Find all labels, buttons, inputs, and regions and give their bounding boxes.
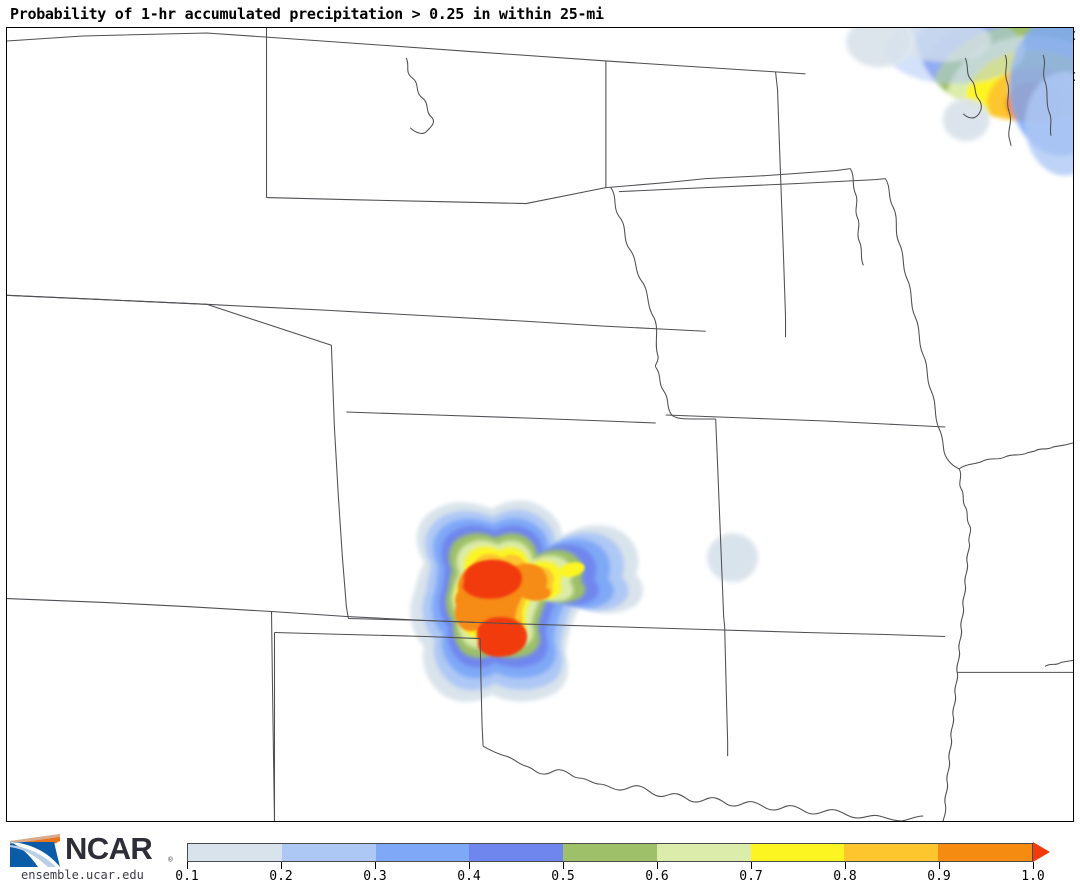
colorbar-tick-3: [469, 862, 471, 869]
page-title: Probability of 1-hr accumulated precipit…: [10, 5, 604, 23]
ncar-logo-text: NCAR: [65, 831, 153, 866]
registered-trademark-icon: ®: [168, 855, 173, 864]
colorbar-tick-label-6: 0.7: [739, 869, 763, 884]
feature-isolated-blob-central: [706, 532, 759, 583]
colorbar-band-5: [656, 844, 751, 861]
colorbar-tick-4: [563, 862, 565, 869]
colorbar-band-7: [844, 844, 939, 861]
feature-primary-maximum-kansas-oklahoma-panhandle: [410, 500, 644, 702]
colorbar-tick-6: [751, 862, 753, 869]
colorbar-tick-9: [1033, 862, 1035, 869]
colorbar-tick-label-8: 0.9: [927, 869, 951, 884]
colorbar-band-1: [281, 844, 376, 861]
colorbar-band-2: [375, 844, 470, 861]
colorbar-tick-label-4: 0.5: [551, 869, 575, 884]
map-canvas[interactable]: [6, 27, 1074, 822]
map-svg: [7, 28, 1073, 821]
colorbar-tick-label-2: 0.3: [363, 869, 387, 884]
colorbar: 0.1 0.2 0.3 0.4 0.5 0.6 0.7 0.8 0.9 1.0: [0, 838, 1080, 887]
feature-isolated-blob-upper-right: [942, 97, 991, 142]
colorbar-band-3: [469, 844, 564, 861]
colorbar-over-arrow: [1033, 842, 1050, 862]
colorbar-tick-5: [657, 862, 659, 869]
colorbar-gradient[interactable]: [187, 843, 1033, 862]
state-boundaries-layer: [7, 28, 1073, 821]
colorbar-tick-1: [281, 862, 283, 869]
ncar-logo-mark: [10, 834, 60, 867]
feature-isolated-blob-north: [845, 28, 914, 68]
colorbar-tick-labels: 0.1 0.2 0.3 0.4 0.5 0.6 0.7 0.8 0.9 1.0: [0, 869, 1080, 887]
colorbar-tick-label-1: 0.2: [269, 869, 293, 884]
colorbar-band-8: [938, 844, 1033, 861]
colorbar-tick-label-3: 0.4: [457, 869, 481, 884]
colorbar-ticks: [187, 862, 1035, 869]
colorbar-tick-2: [375, 862, 377, 869]
feature-northeast-corner-maximum: [885, 28, 1073, 176]
colorbar-tick-label-7: 0.8: [833, 869, 857, 884]
probability-field-layer: [410, 28, 1073, 702]
colorbar-band-0: [188, 844, 282, 861]
colorbar-tick-8: [939, 862, 941, 869]
colorbar-band-4: [563, 844, 657, 861]
colorbar-tick-7: [845, 862, 847, 869]
colorbar-tick-label-0: 0.1: [175, 869, 199, 884]
colorbar-tick-label-5: 0.6: [645, 869, 669, 884]
colorbar-tick-0: [187, 862, 189, 869]
ncar-logo[interactable]: NCAR ensemble.ucar.edu ®: [8, 831, 178, 883]
colorbar-tick-label-9: 1.0: [1021, 869, 1045, 884]
colorbar-band-6: [750, 844, 845, 861]
ncar-logo-url: ensemble.ucar.edu: [21, 868, 144, 882]
